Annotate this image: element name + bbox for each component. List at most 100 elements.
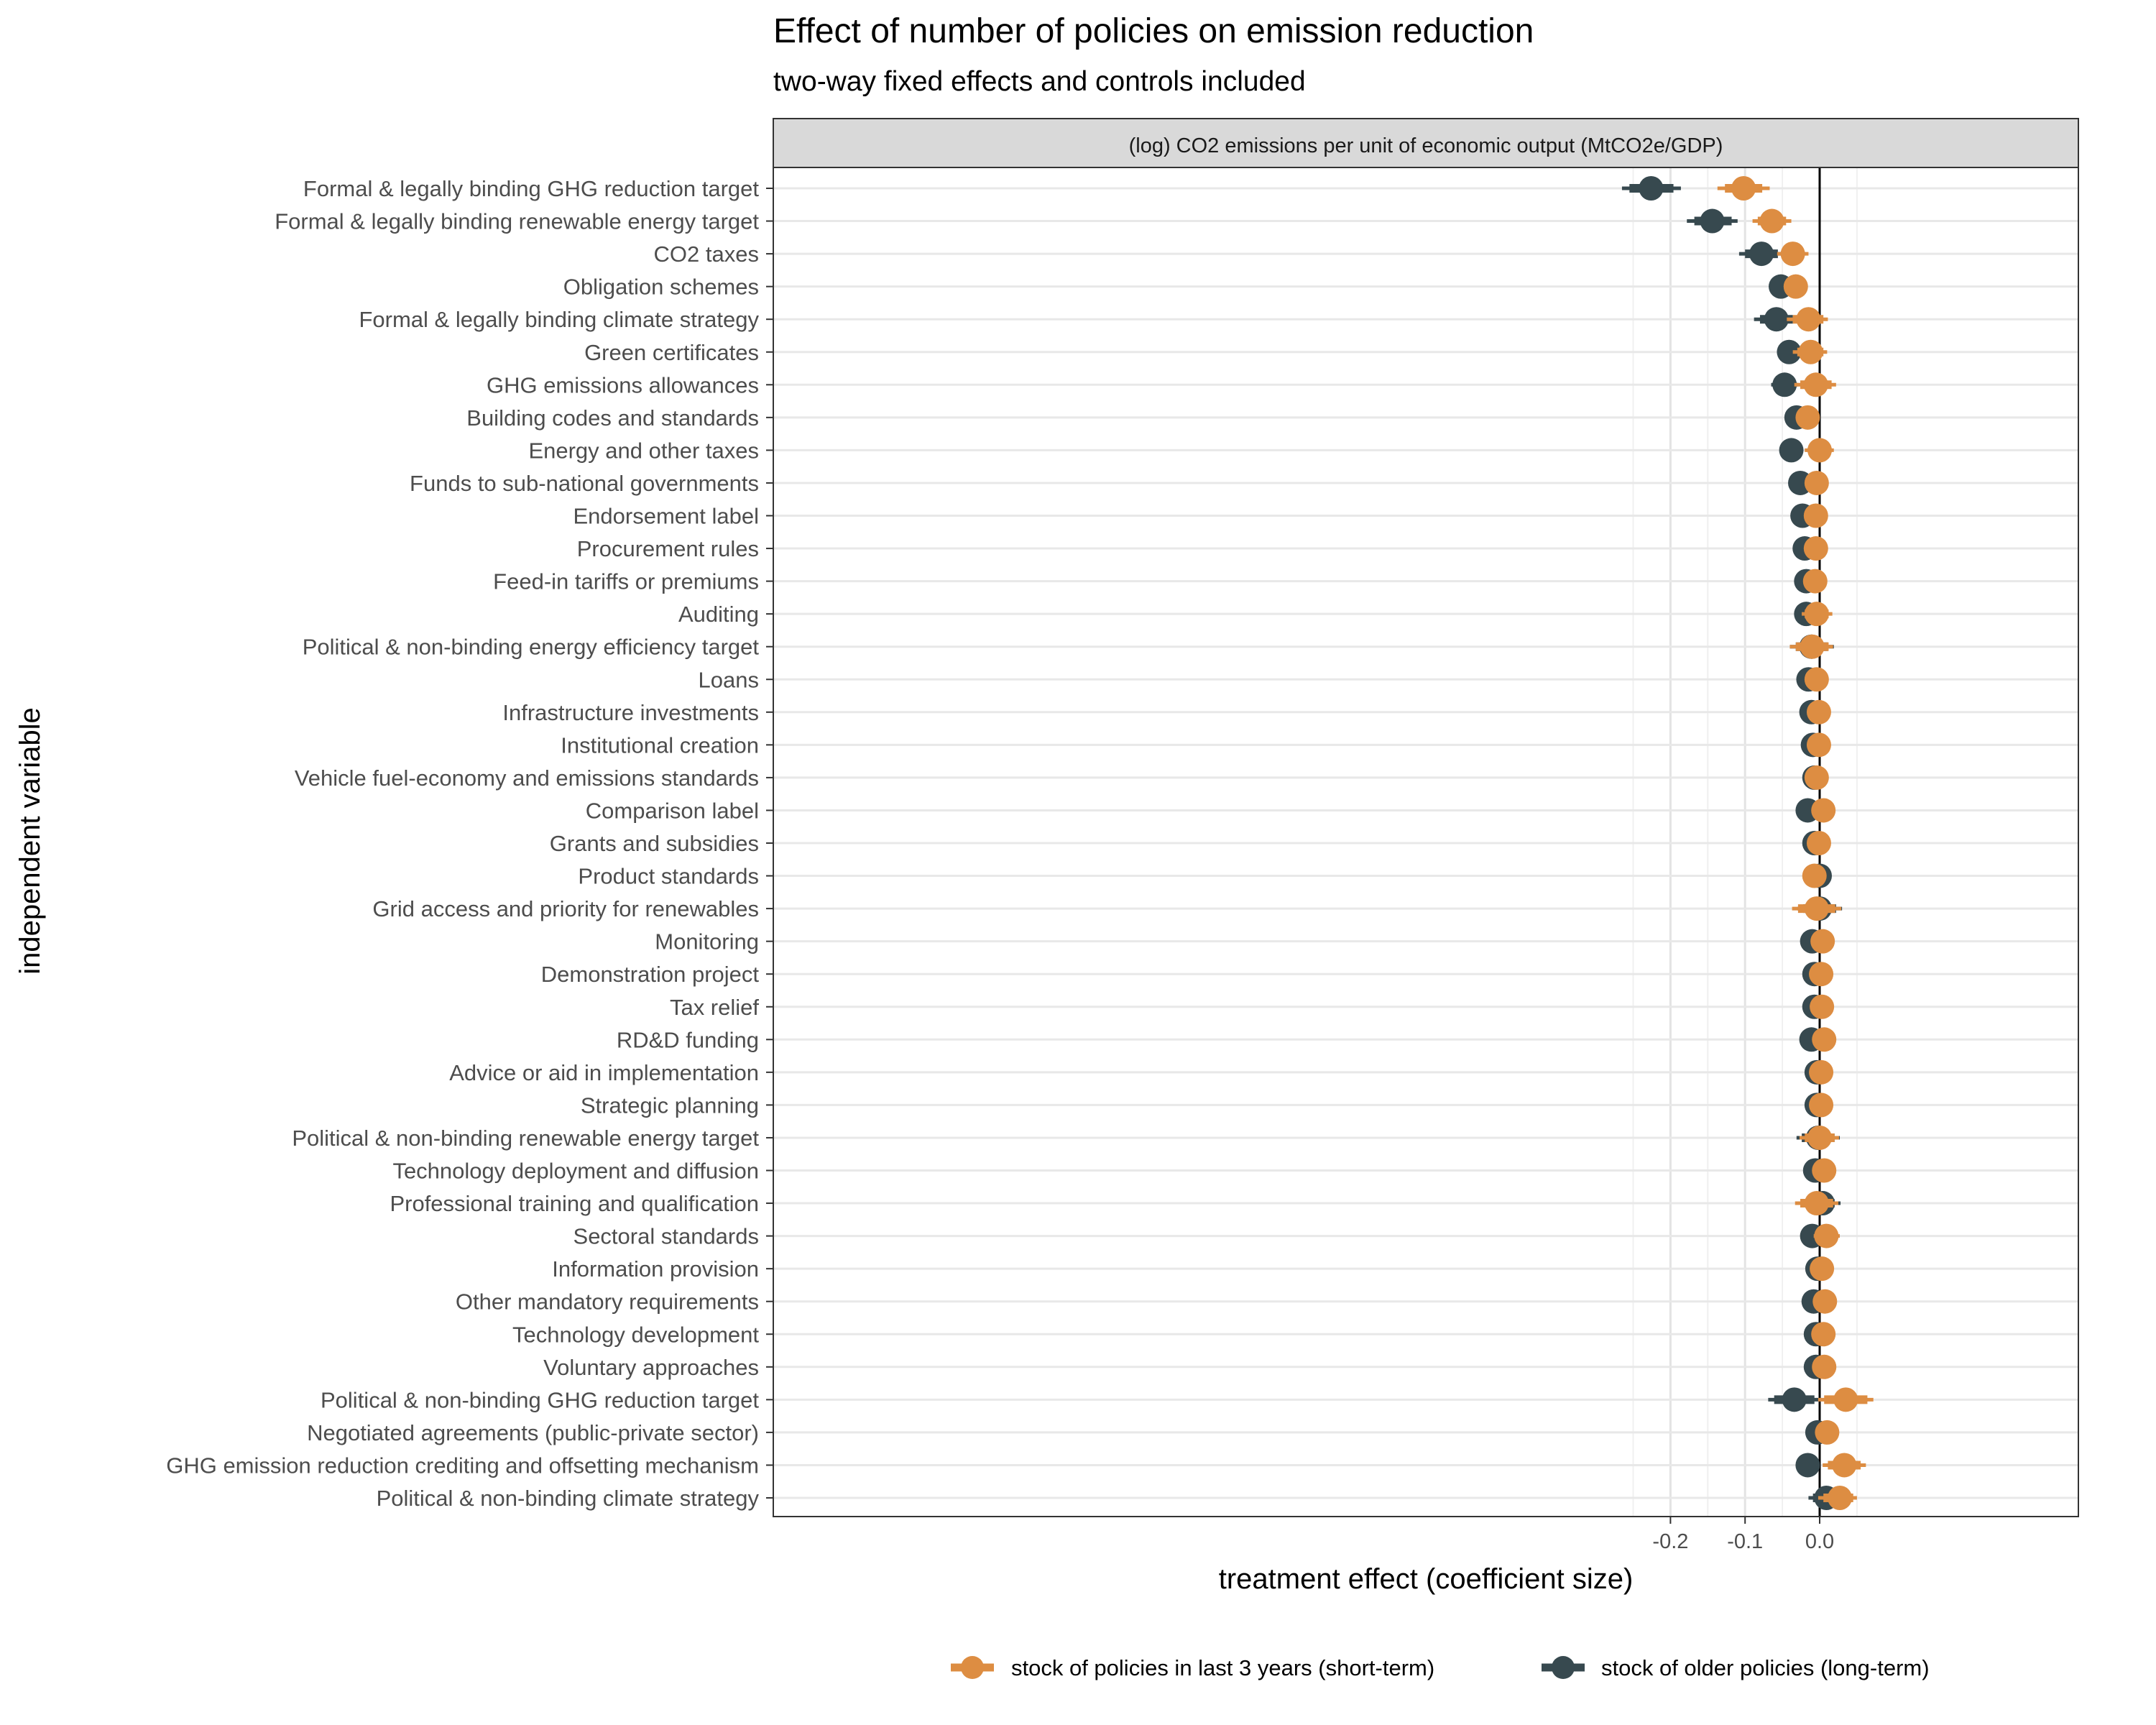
- long-term-estimate-point: [1764, 307, 1789, 332]
- y-tick-label: Formal & legally binding climate strateg…: [359, 307, 759, 332]
- y-tick-label: Information provision: [552, 1256, 759, 1282]
- y-tick-label: Comparison label: [586, 798, 759, 823]
- y-tick-label: Political & non-binding renewable energy…: [292, 1126, 759, 1151]
- y-tick-label: Procurement rules: [577, 536, 759, 561]
- legend: stock of policies in last 3 years (short…: [951, 1655, 1930, 1680]
- short-term-estimate-point: [1731, 176, 1756, 201]
- long-term-estimate-point: [1782, 1387, 1807, 1412]
- y-tick-label: Demonstration project: [541, 962, 760, 987]
- y-tick-label: GHG emission reduction crediting and off…: [166, 1453, 759, 1478]
- short-term-estimate-point: [1809, 1059, 1834, 1085]
- y-axis-title: independent variable: [14, 707, 46, 974]
- short-term-estimate-point: [1810, 1256, 1835, 1282]
- short-term-estimate-point: [1812, 1289, 1838, 1314]
- y-tick-label: Grid access and priority for renewables: [372, 896, 759, 921]
- y-tick-label: Tax relief: [670, 995, 759, 1020]
- y-tick-label: Loans: [699, 667, 759, 692]
- short-term-estimate-point: [1811, 1322, 1836, 1347]
- short-term-estimate-point: [1804, 470, 1829, 495]
- y-tick-label: Building codes and standards: [466, 405, 759, 431]
- short-term-estimate-point: [1803, 503, 1828, 528]
- short-term-estimate-point: [1803, 372, 1828, 397]
- y-tick-label: Product standards: [578, 864, 759, 889]
- long-term-estimate-point: [1772, 372, 1797, 397]
- legend-label-short-term: stock of policies in last 3 years (short…: [1011, 1655, 1434, 1680]
- x-tick-label: -0.2: [1652, 1530, 1688, 1553]
- short-term-estimate-point: [1780, 242, 1805, 267]
- y-tick-label: Grants and subsidies: [550, 831, 759, 856]
- legend-key-short-term-dot: [961, 1656, 984, 1679]
- y-tick-label: Infrastructure investments: [502, 700, 759, 725]
- long-term-estimate-point: [1779, 438, 1804, 463]
- x-axis-title: treatment effect (coefficient size): [1219, 1563, 1634, 1595]
- short-term-estimate-point: [1798, 339, 1823, 364]
- x-axis-ticks: -0.2 -0.1 0.0: [1652, 1517, 1834, 1553]
- short-term-estimate-point: [1802, 863, 1827, 888]
- short-term-estimate-point: [1806, 732, 1831, 758]
- short-term-estimate-point: [1810, 929, 1835, 954]
- short-term-estimate-point: [1803, 536, 1828, 561]
- y-tick-label: Vehicle fuel-economy and emissions stand…: [295, 765, 759, 791]
- y-tick-label: Feed-in tariffs or premiums: [493, 569, 759, 594]
- long-term-estimate-point: [1777, 339, 1802, 364]
- plot-panel-border: [773, 167, 2079, 1517]
- short-term-estimate-point: [1814, 1223, 1839, 1248]
- short-term-estimate-point: [1807, 438, 1832, 463]
- short-term-estimate-point: [1812, 1354, 1837, 1379]
- long-term-estimate-point: [1795, 1453, 1820, 1478]
- x-tick-label: 0.0: [1805, 1530, 1834, 1553]
- y-tick-label: Formal & legally binding GHG reduction t…: [303, 176, 759, 201]
- short-term-estimate-point: [1833, 1387, 1858, 1412]
- x-tick-label: -0.1: [1727, 1530, 1763, 1553]
- short-term-estimate-point: [1796, 307, 1821, 332]
- short-term-estimate-point: [1795, 405, 1820, 430]
- short-term-estimate-point: [1807, 1125, 1832, 1150]
- y-tick-label: Voluntary approaches: [543, 1355, 759, 1380]
- short-term-estimate-point: [1815, 1420, 1840, 1445]
- y-axis-category-labels: Formal & legally binding GHG reduction t…: [166, 176, 773, 1511]
- y-tick-label: Technology deployment and diffusion: [392, 1159, 759, 1184]
- estimate-marks: [1621, 176, 1874, 1510]
- legend-key-long-term-dot: [1552, 1656, 1575, 1679]
- short-term-estimate-point: [1802, 569, 1828, 594]
- short-term-estimate-point: [1806, 831, 1831, 855]
- y-tick-label: GHG emissions allowances: [487, 372, 759, 397]
- y-tick-label: Auditing: [678, 602, 759, 627]
- facet-strip-label: (log) CO2 emissions per unit of economic…: [1129, 134, 1723, 157]
- short-term-estimate-point: [1806, 699, 1831, 724]
- long-term-estimate-point: [1700, 208, 1725, 234]
- gridlines: [773, 167, 2078, 1517]
- y-tick-label: Negotiated agreements (public-private se…: [307, 1420, 759, 1445]
- y-tick-label: Political & non-binding climate strategy: [377, 1486, 760, 1511]
- y-tick-label: RD&D funding: [617, 1027, 759, 1052]
- y-tick-label: Monitoring: [655, 929, 759, 954]
- short-term-estimate-point: [1783, 274, 1808, 299]
- short-term-estimate-point: [1811, 798, 1836, 823]
- facet-strip: [773, 118, 2079, 168]
- short-term-estimate-point: [1804, 765, 1829, 790]
- y-tick-label: Professional training and qualification: [390, 1191, 759, 1216]
- long-term-estimate-point: [1749, 242, 1774, 267]
- y-tick-label: Endorsement label: [573, 504, 760, 529]
- short-term-estimate-point: [1812, 1027, 1837, 1052]
- long-term-estimate-point: [1639, 176, 1664, 201]
- y-tick-label: Sectoral standards: [573, 1224, 759, 1249]
- short-term-estimate-point: [1759, 208, 1784, 234]
- short-term-estimate-point: [1804, 667, 1829, 692]
- chart-subtitle: two-way fixed effects and controls inclu…: [773, 66, 1306, 97]
- y-tick-label: Green certificates: [584, 340, 759, 365]
- short-term-estimate-point: [1804, 1191, 1829, 1216]
- y-tick-label: Obligation schemes: [563, 275, 759, 300]
- y-tick-label: Institutional creation: [561, 732, 759, 758]
- short-term-estimate-point: [1809, 962, 1834, 987]
- short-term-estimate-point: [1832, 1453, 1857, 1478]
- short-term-estimate-point: [1804, 896, 1829, 921]
- y-tick-label: Technology development: [512, 1322, 759, 1347]
- y-tick-label: Strategic planning: [581, 1092, 759, 1118]
- short-term-estimate-point: [1809, 1092, 1834, 1118]
- legend-label-long-term: stock of older policies (long-term): [1601, 1655, 1930, 1680]
- short-term-estimate-point: [1804, 602, 1829, 627]
- y-tick-label: Political & non-binding GHG reduction ta…: [321, 1387, 759, 1412]
- chart-title: Effect of number of policies on emission…: [773, 12, 1534, 50]
